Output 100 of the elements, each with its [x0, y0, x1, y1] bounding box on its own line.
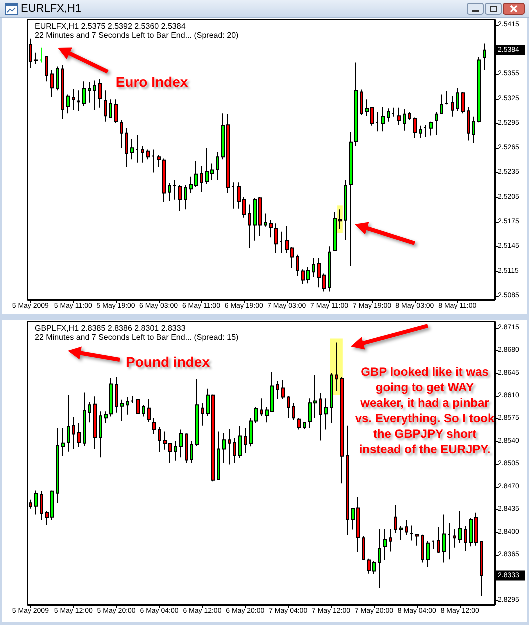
candlestick	[200, 166, 203, 193]
candlestick	[362, 536, 365, 561]
candlestick	[109, 99, 112, 120]
candlestick	[442, 514, 446, 564]
candlestick	[477, 56, 481, 124]
candlestick	[445, 90, 449, 106]
candlestick	[61, 428, 65, 457]
candlestick	[376, 111, 379, 132]
candlestick	[399, 526, 403, 541]
candlestick	[274, 223, 278, 254]
candlestick	[147, 398, 151, 422]
candlestick	[458, 511, 462, 544]
candlestick	[403, 109, 406, 132]
candlestick	[397, 107, 401, 126]
candlestick	[195, 378, 199, 446]
candlestick	[461, 92, 465, 114]
candlestick	[114, 99, 118, 124]
candlestick	[141, 146, 144, 164]
candlestick	[228, 428, 231, 466]
candlestick	[99, 411, 102, 458]
candlestick	[136, 398, 140, 415]
candlestick	[448, 522, 451, 560]
candlestick	[354, 62, 358, 147]
candlestick	[429, 121, 433, 136]
candlestick	[344, 180, 347, 241]
candlestick	[50, 70, 54, 98]
candlestick	[40, 47, 43, 64]
candlestick	[244, 428, 247, 454]
annotation: Pound index	[126, 354, 210, 370]
candlestick	[394, 504, 397, 534]
candlestick	[346, 425, 349, 536]
candlestick	[98, 78, 102, 108]
candlestick	[413, 117, 417, 139]
candlestick	[157, 154, 161, 168]
candlestick	[276, 380, 279, 400]
candlestick	[72, 416, 75, 450]
candlestick	[67, 394, 70, 452]
candlestick	[217, 431, 220, 481]
candlestick	[408, 111, 411, 121]
candlestick	[335, 342, 338, 392]
candlestick	[131, 395, 134, 404]
candlestick	[426, 540, 430, 568]
annotation: GBP looked like it was going to get WAY weaker, it had a pinbar vs. Everything. So I took the GBPJPY short instead of the EURJPY.	[355, 364, 496, 456]
candlestick	[330, 372, 333, 424]
candlestick	[146, 149, 150, 160]
candlestick	[174, 440, 177, 462]
candlestick	[190, 440, 193, 464]
candlestick	[82, 81, 86, 107]
candlestick	[109, 378, 113, 418]
candlestick	[387, 108, 390, 122]
candlestick	[66, 94, 70, 114]
candlestick	[405, 519, 408, 536]
candlestick	[424, 124, 427, 138]
candlestick	[378, 528, 381, 589]
candlestick	[432, 540, 435, 550]
candlestick	[45, 56, 48, 82]
candlestick	[83, 392, 86, 446]
candlestick	[269, 220, 273, 238]
candlestick	[216, 152, 219, 181]
candlestick	[162, 158, 166, 203]
candlestick	[179, 429, 183, 458]
candlestick	[56, 428, 59, 504]
candlestick	[184, 184, 187, 210]
candlestick	[142, 404, 145, 418]
candlestick	[328, 246, 331, 292]
candlestick	[77, 90, 80, 112]
candlestick	[297, 418, 301, 430]
candlestick	[233, 438, 236, 464]
candlestick	[77, 422, 81, 448]
candlestick	[472, 116, 475, 144]
candlestick	[248, 204, 251, 249]
candlestick	[464, 526, 467, 552]
candlestick	[483, 43, 486, 71]
candlestick	[136, 134, 139, 164]
candlestick	[453, 528, 456, 548]
candlestick	[88, 82, 91, 104]
candlestick	[152, 149, 155, 174]
candlestick	[34, 52, 38, 65]
candlestick	[56, 66, 59, 92]
candlestick	[451, 96, 454, 118]
candlestick	[303, 421, 306, 430]
candlestick	[125, 128, 128, 168]
text: GBPLFX,H1 2.8385 2.8386 2.8301 2.8333 22 Minutes and 7 Seconds Left to Bar End... (Spread: 15)	[35, 324, 240, 342]
candlestick	[312, 258, 315, 278]
candlestick	[222, 432, 226, 464]
candlestick	[88, 402, 91, 424]
candlestick	[340, 376, 344, 484]
candlestick	[93, 80, 96, 111]
candlestick	[296, 254, 299, 277]
candlestick	[389, 528, 392, 552]
candlestick	[72, 88, 75, 111]
candlestick	[440, 94, 443, 115]
candlestick	[260, 398, 263, 417]
candlestick	[419, 125, 422, 139]
candlestick	[381, 106, 385, 132]
candlestick	[456, 88, 459, 112]
candlestick	[480, 540, 483, 598]
candlestick	[238, 426, 242, 459]
candlestick	[34, 490, 38, 516]
candlestick	[40, 490, 43, 520]
